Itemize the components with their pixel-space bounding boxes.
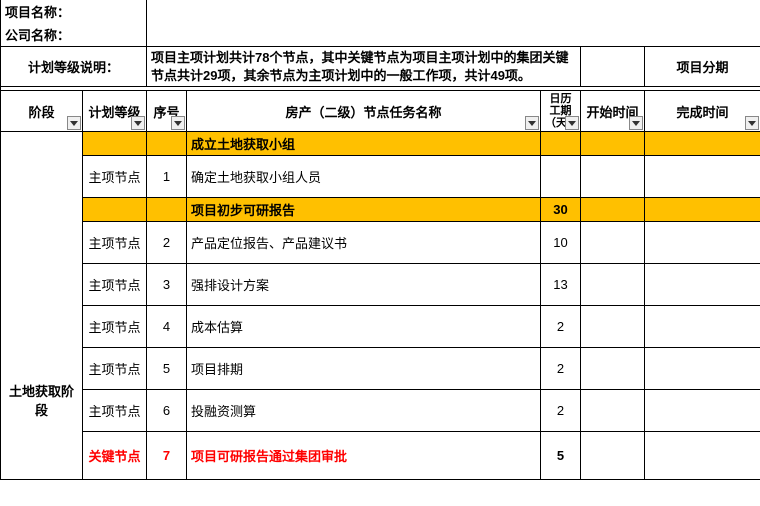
task-cell: 成立土地获取小组 <box>187 132 541 156</box>
task-cell: 强排设计方案 <box>187 264 541 306</box>
end-cell <box>645 222 760 264</box>
col-end[interactable]: 完成时间 <box>645 91 760 132</box>
start-cell <box>581 264 645 306</box>
table-row: 土地获取阶段成立土地获取小组 <box>1 132 760 156</box>
table-row: 主项节点2产品定位报告、产品建议书10 <box>1 222 760 264</box>
end-cell <box>645 348 760 390</box>
table-row: 主项节点5项目排期2 <box>1 348 760 390</box>
seq-cell: 5 <box>147 348 187 390</box>
duration-cell: 2 <box>541 306 581 348</box>
seq-cell: 4 <box>147 306 187 348</box>
company-name-row: 公司名称： <box>1 23 760 47</box>
table-row: 主项节点3强排设计方案13 <box>1 264 760 306</box>
task-cell: 产品定位报告、产品建议书 <box>187 222 541 264</box>
duration-cell <box>541 156 581 198</box>
seq-cell <box>147 132 187 156</box>
duration-cell: 30 <box>541 198 581 222</box>
table-row: 主项节点4成本估算2 <box>1 306 760 348</box>
duration-cell: 13 <box>541 264 581 306</box>
plan-level-cell: 主项节点 <box>83 264 147 306</box>
col-plan-level[interactable]: 计划等级 <box>83 91 147 132</box>
filter-icon[interactable] <box>67 116 81 130</box>
filter-icon[interactable] <box>745 116 759 130</box>
plan-level-cell: 主项节点 <box>83 222 147 264</box>
phase-cell: 土地获取阶段 <box>1 132 83 480</box>
start-cell <box>581 306 645 348</box>
plan-level-cell: 主项节点 <box>83 390 147 432</box>
filter-icon[interactable] <box>171 116 185 130</box>
col-end-label: 完成时间 <box>677 105 729 120</box>
end-cell <box>645 198 760 222</box>
project-name-row: 项目名称： <box>1 0 760 23</box>
duration-cell: 5 <box>541 432 581 480</box>
col-start[interactable]: 开始时间 <box>581 91 645 132</box>
col-task[interactable]: 房产（二级）节点任务名称 <box>187 91 541 132</box>
plan-level-desc-row: 计划等级说明： 项目主项计划共计78个节点，其中关键节点为项目主项计划中的集团关… <box>1 47 760 87</box>
plan-level-cell: 主项节点 <box>83 156 147 198</box>
start-cell <box>581 348 645 390</box>
plan-level-cell <box>83 198 147 222</box>
start-cell <box>581 222 645 264</box>
end-cell <box>645 432 760 480</box>
duration-cell: 2 <box>541 348 581 390</box>
seq-cell: 3 <box>147 264 187 306</box>
plan-level-cell: 关键节点 <box>83 432 147 480</box>
seq-cell: 6 <box>147 390 187 432</box>
blank-cell <box>581 47 645 87</box>
task-cell: 投融资测算 <box>187 390 541 432</box>
filter-icon[interactable] <box>131 116 145 130</box>
col-duration[interactable]: 日历工期（天） <box>541 91 581 132</box>
filter-icon[interactable] <box>525 116 539 130</box>
table-row: 项目初步可研报告30 <box>1 198 760 222</box>
seq-cell: 2 <box>147 222 187 264</box>
start-cell <box>581 198 645 222</box>
start-cell <box>581 132 645 156</box>
plan-level-cell: 主项节点 <box>83 306 147 348</box>
task-cell: 确定土地获取小组人员 <box>187 156 541 198</box>
col-task-label: 房产（二级）节点任务名称 <box>286 105 442 120</box>
task-cell: 项目排期 <box>187 348 541 390</box>
end-cell <box>645 390 760 432</box>
company-name-value <box>147 23 760 47</box>
seq-cell <box>147 198 187 222</box>
duration-cell: 10 <box>541 222 581 264</box>
seq-cell: 1 <box>147 156 187 198</box>
project-name-value <box>147 0 760 23</box>
project-phase-label: 项目分期 <box>645 47 760 87</box>
duration-cell <box>541 132 581 156</box>
end-cell <box>645 156 760 198</box>
task-cell: 成本估算 <box>187 306 541 348</box>
end-cell <box>645 306 760 348</box>
filter-icon[interactable] <box>565 116 579 130</box>
task-cell: 项目可研报告通过集团审批 <box>187 432 541 480</box>
col-seq[interactable]: 序号 <box>147 91 187 132</box>
table-row: 主项节点6投融资测算2 <box>1 390 760 432</box>
plan-level-cell <box>83 132 147 156</box>
plan-level-label: 计划等级说明： <box>1 47 147 87</box>
start-cell <box>581 432 645 480</box>
table-row: 关键节点7项目可研报告通过集团审批5 <box>1 432 760 480</box>
plan-level-desc: 项目主项计划共计78个节点，其中关键节点为项目主项计划中的集团关键节点共计29项… <box>147 47 581 87</box>
plan-level-cell: 主项节点 <box>83 348 147 390</box>
plan-table: 项目名称： 公司名称： 计划等级说明： 项目主项计划共计78个节点，其中关键节点… <box>0 0 760 480</box>
col-phase[interactable]: 阶段 <box>1 91 83 132</box>
project-name-label: 项目名称： <box>1 0 147 23</box>
table-row: 主项节点1确定土地获取小组人员 <box>1 156 760 198</box>
column-header-row: 阶段 计划等级 序号 房产（二级）节点任务名称 日历工期（天） 开始时间 完成时… <box>1 91 760 132</box>
seq-cell: 7 <box>147 432 187 480</box>
task-cell: 项目初步可研报告 <box>187 198 541 222</box>
duration-cell: 2 <box>541 390 581 432</box>
start-cell <box>581 390 645 432</box>
start-cell <box>581 156 645 198</box>
end-cell <box>645 132 760 156</box>
company-name-label: 公司名称： <box>1 23 147 47</box>
filter-icon[interactable] <box>629 116 643 130</box>
col-phase-label: 阶段 <box>28 105 54 120</box>
end-cell <box>645 264 760 306</box>
